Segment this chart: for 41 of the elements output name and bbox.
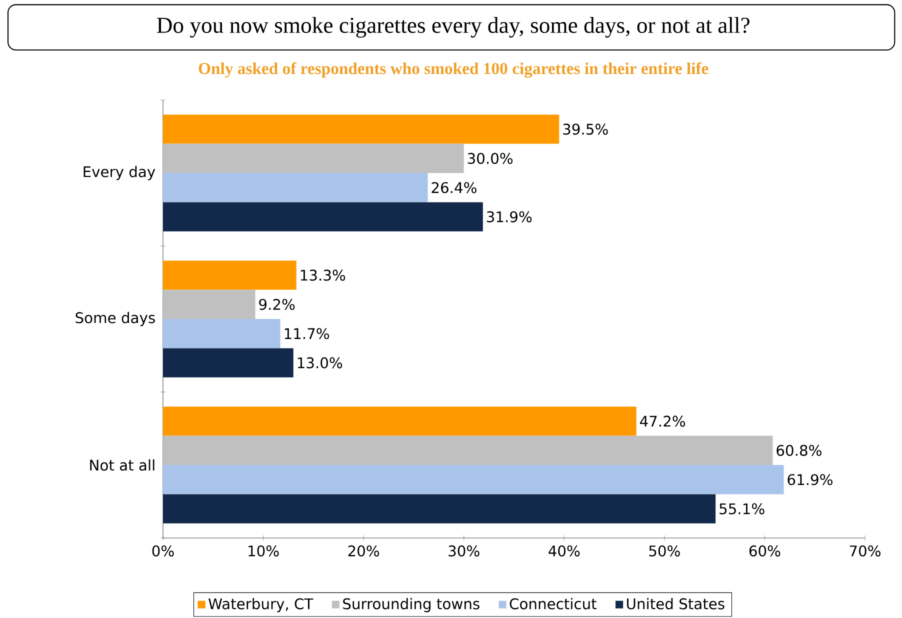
bar	[163, 319, 280, 348]
bar	[163, 465, 784, 494]
bar	[163, 348, 294, 378]
data-label: 39.5%	[563, 124, 608, 135]
data-label: 26.4%	[432, 182, 476, 194]
bar	[163, 494, 716, 524]
y-tick-label: Every day	[84, 166, 156, 180]
x-tick-label: 0%	[152, 545, 174, 556]
x-tick-label: 10%	[248, 545, 279, 556]
data-label: 55.1%	[720, 503, 764, 514]
data-label: 11.7%	[284, 328, 330, 340]
y-tick-label: Not at all	[90, 459, 154, 471]
data-label: 30.0%	[468, 152, 513, 164]
bar	[163, 173, 428, 202]
legend-label: Connecticut	[510, 598, 596, 610]
bar	[163, 114, 560, 144]
x-tick-label: 20%	[348, 545, 380, 556]
x-tick-label: 40%	[548, 545, 580, 556]
bar	[163, 260, 296, 290]
data-label: 13.3%	[300, 270, 346, 281]
x-tick-label: 30%	[448, 545, 480, 556]
bar	[163, 436, 773, 466]
bar	[163, 202, 483, 232]
x-tick-label: 50%	[649, 545, 680, 556]
data-label: 47.2%	[640, 416, 686, 427]
data-label: 9.2%	[259, 298, 295, 310]
chart-title: Do you now smoke cigarettes every day, some days, or not at all?	[156, 17, 750, 38]
bar	[163, 406, 636, 436]
data-label: 13.0%	[298, 357, 342, 368]
legend-label: Waterbury, CT	[208, 598, 314, 612]
chart-subtitle: Only asked of respondents who smoked 100 cigarettes in their entire life	[198, 62, 708, 78]
bar	[163, 144, 464, 174]
data-label: 31.9%	[486, 211, 532, 222]
y-tick-label: Some days	[76, 312, 155, 326]
legend-label: United States	[627, 598, 724, 610]
x-tick-label: 70%	[850, 545, 880, 556]
data-label: 60.8%	[776, 444, 822, 456]
x-tick-label: 60%	[749, 545, 780, 556]
bar	[163, 290, 256, 320]
data-label: 61.9%	[788, 474, 832, 486]
legend-label: Surrounding towns	[343, 598, 480, 612]
